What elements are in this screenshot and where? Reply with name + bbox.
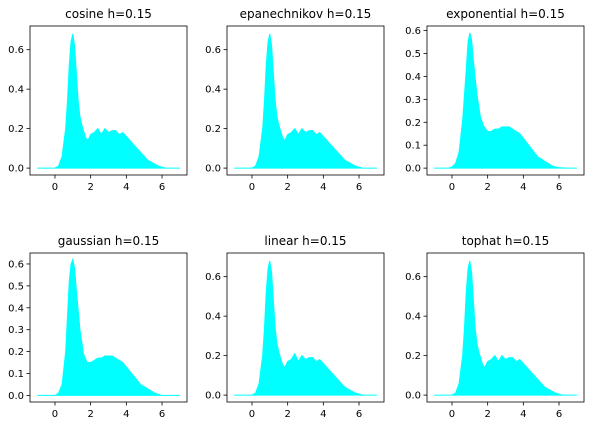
density-area	[234, 260, 377, 396]
axes-frame	[226, 25, 385, 176]
density-area	[234, 33, 377, 169]
subplot-4: linear h=0.15 0 2 4 6 0.0 0.2 0.4 0.6	[205, 234, 385, 420]
x-tick-label: 0	[52, 182, 58, 193]
y-tick-label: 0.2	[8, 124, 24, 135]
density-area	[37, 257, 180, 396]
y-tick-label: 0.5	[8, 281, 24, 292]
x-tick-label: 0	[249, 182, 255, 193]
x-tick-label: 4	[520, 182, 526, 193]
y-tick-label: 0.2	[405, 118, 421, 129]
x-tick-label: 4	[320, 409, 326, 420]
y-tick-label: 0.1	[8, 369, 24, 380]
x-tick-label: 0	[449, 409, 455, 420]
x-tick-label: 6	[356, 182, 362, 193]
x-tick-label: 2	[284, 182, 290, 193]
y-tick-label: 0.4	[405, 312, 421, 323]
x-tick-label: 6	[556, 182, 562, 193]
subplot-2: exponential h=0.15 0 2 4 6 0.0 0.1 0.2 0.3 0.4 0.5…	[405, 7, 585, 193]
x-tick-label: 4	[520, 409, 526, 420]
y-tick-label: 0.6	[405, 272, 421, 283]
subplot-3: gaussian h=0.15 0 2 4 6 0.0 0.1 0.2 0.3 0.4 0.5 0.6	[8, 234, 188, 420]
y-tick-label: 0.0	[405, 164, 421, 175]
subplot-title: cosine h=0.15	[65, 7, 152, 21]
axes-frame	[426, 252, 585, 403]
y-tick-label: 0.4	[205, 85, 221, 96]
subplot-0: cosine h=0.15 0 2 4 6 0.0 0.2 0.4 0.6	[8, 7, 188, 193]
y-tick-label: 0.0	[205, 164, 221, 175]
y-tick-label: 0.6	[205, 45, 221, 56]
x-tick-label: 6	[556, 409, 562, 420]
subplot-title: tophat h=0.15	[462, 234, 550, 248]
y-tick-label: 0.5	[405, 49, 421, 60]
subplot-title: gaussian h=0.15	[58, 234, 160, 248]
y-tick-label: 0.0	[405, 391, 421, 402]
axes-frame	[29, 252, 188, 403]
y-tick-label: 0.6	[405, 26, 421, 37]
y-tick-label: 0.4	[8, 303, 24, 314]
y-tick-label: 0.3	[405, 95, 421, 106]
y-tick-label: 0.6	[8, 259, 24, 270]
x-tick-label: 4	[123, 182, 129, 193]
y-tick-label: 0.2	[205, 124, 221, 135]
y-tick-label: 0.1	[405, 141, 421, 152]
y-tick-label: 0.4	[8, 85, 24, 96]
y-tick-label: 0.2	[8, 347, 24, 358]
x-tick-label: 2	[284, 409, 290, 420]
subplot-title: epanechnikov h=0.15	[240, 7, 372, 21]
x-tick-label: 0	[52, 409, 58, 420]
x-tick-label: 4	[320, 182, 326, 193]
y-tick-label: 0.0	[8, 391, 24, 402]
y-tick-label: 0.6	[205, 272, 221, 283]
x-tick-label: 0	[249, 409, 255, 420]
y-tick-label: 0.4	[405, 72, 421, 83]
x-tick-label: 2	[87, 409, 93, 420]
y-tick-label: 0.4	[205, 312, 221, 323]
subplot-title: exponential h=0.15	[446, 7, 565, 21]
density-area	[434, 260, 577, 396]
subplot-1: epanechnikov h=0.15 0 2 4 6 0.0 0.2 0.4 0.6	[205, 7, 385, 193]
subplot-title: linear h=0.15	[264, 234, 346, 248]
x-tick-label: 4	[123, 409, 129, 420]
x-tick-label: 6	[356, 409, 362, 420]
y-tick-label: 0.2	[405, 351, 421, 362]
y-tick-label: 0.3	[8, 325, 24, 336]
subplot-5: tophat h=0.15 0 2 4 6 0.0 0.2 0.4 0.6	[405, 234, 585, 420]
x-tick-label: 2	[87, 182, 93, 193]
density-area	[434, 32, 577, 169]
axes-frame	[426, 25, 585, 176]
y-tick-label: 0.0	[205, 391, 221, 402]
y-tick-label: 0.2	[205, 351, 221, 362]
y-tick-label: 0.6	[8, 45, 24, 56]
x-tick-label: 2	[484, 409, 490, 420]
x-tick-label: 6	[159, 409, 165, 420]
y-tick-label: 0.0	[8, 164, 24, 175]
x-tick-label: 6	[159, 182, 165, 193]
x-tick-label: 0	[449, 182, 455, 193]
x-tick-label: 2	[484, 182, 490, 193]
axes-frame	[226, 252, 385, 403]
axes-frame	[29, 25, 188, 176]
density-area	[37, 33, 180, 169]
